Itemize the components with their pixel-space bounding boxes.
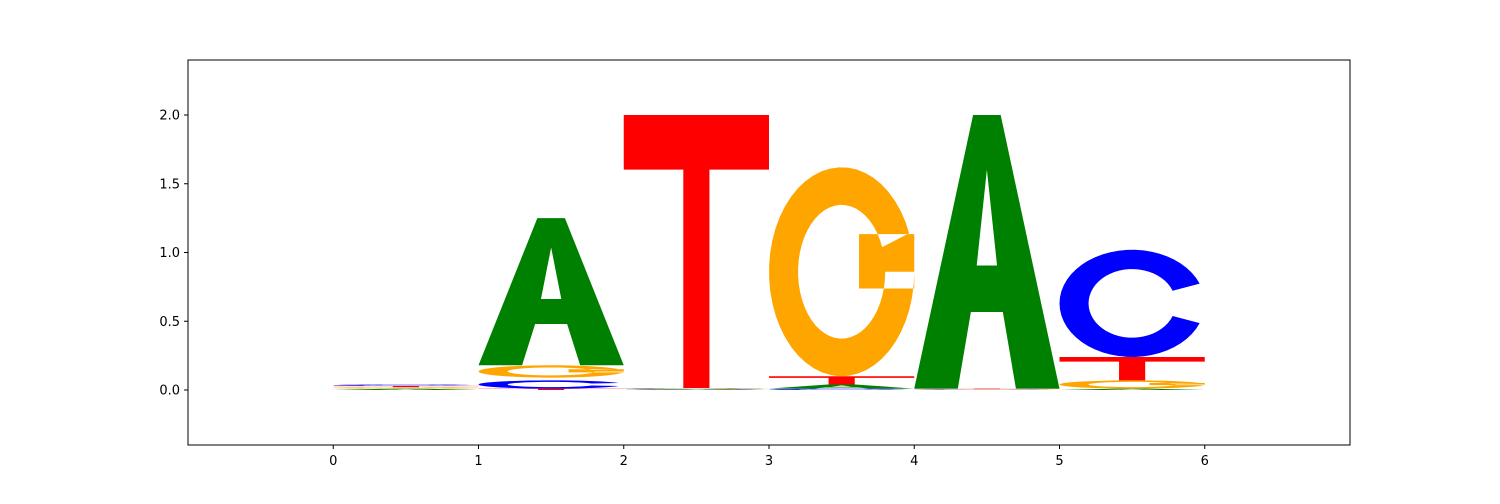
logo-position-2 — [624, 115, 769, 390]
letter-C-pos3 — [769, 389, 909, 390]
y-tick-label: 1.0 — [159, 246, 180, 261]
x-tick-label: 0 — [329, 454, 337, 469]
x-axis: 0 1 2 3 4 5 6 — [329, 445, 1209, 469]
letter-A-pos1 — [479, 218, 624, 365]
letter-A-pos5 — [1060, 389, 1205, 390]
letter-G-pos5 — [1060, 380, 1205, 388]
letter-A-pos2 — [624, 389, 769, 390]
letter-T-pos2 — [624, 115, 769, 388]
logo-position-0 — [333, 385, 478, 391]
y-axis: 0.0 0.5 1.0 1.5 2.0 — [159, 109, 188, 399]
y-tick-label: 0.5 — [159, 315, 180, 330]
letter-C-pos5 — [1060, 250, 1200, 357]
letter-G-pos3 — [769, 167, 914, 376]
letter-T-pos5 — [1060, 357, 1205, 380]
x-tick-label: 3 — [765, 454, 773, 469]
letter-G-pos2 — [624, 388, 769, 389]
letter-T-pos0 — [333, 386, 478, 387]
x-tick-label: 1 — [474, 454, 482, 469]
logo-position-1 — [479, 218, 624, 390]
logo-position-3 — [769, 167, 914, 390]
letter-T-pos3 — [769, 376, 914, 384]
logo-position-4 — [914, 115, 1059, 390]
letter-T-pos1 — [479, 389, 624, 390]
letter-G-pos1 — [479, 365, 624, 377]
letter-A-pos3 — [769, 385, 914, 389]
letter-G-pos0 — [333, 387, 478, 388]
y-tick-label: 0.0 — [159, 384, 180, 399]
letter-A-pos4 — [914, 115, 1059, 389]
x-tick-label: 6 — [1201, 454, 1209, 469]
x-tick-label: 5 — [1055, 454, 1063, 469]
letter-T-pos4 — [914, 389, 1059, 390]
letter-A-pos0 — [333, 389, 478, 390]
y-tick-label: 1.5 — [159, 177, 180, 192]
logo-position-5 — [1060, 250, 1205, 390]
letter-C-pos2 — [624, 389, 764, 390]
letter-C-pos1 — [479, 380, 619, 388]
x-tick-label: 2 — [620, 454, 628, 469]
letters-layer — [333, 115, 1205, 390]
y-tick-label: 2.0 — [159, 109, 180, 124]
x-tick-label: 4 — [910, 454, 918, 469]
letter-C-pos0 — [333, 385, 473, 386]
